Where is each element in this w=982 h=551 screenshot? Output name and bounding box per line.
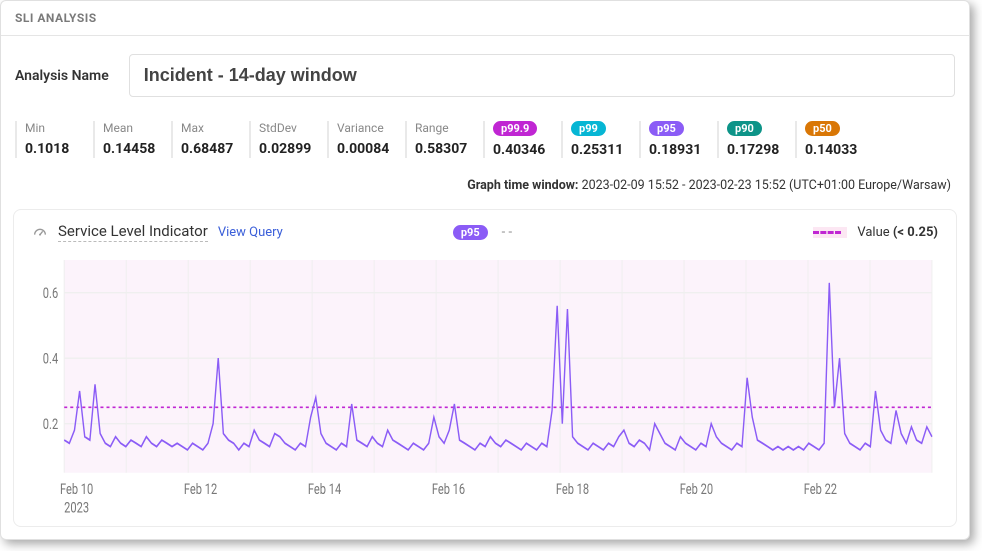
stat-label: Range (415, 121, 469, 135)
stat-value: 0.68487 (181, 141, 235, 157)
sli-chart: 0.2 0.4 0.6 Feb 102023 Feb 12 Feb 14 Feb 16 Feb… (32, 252, 938, 518)
stat-value: 0.17298 (727, 142, 781, 158)
stat-p95: p95 0.18931 (639, 121, 717, 158)
stat-pill-p95: p95 (649, 121, 684, 136)
legend-label: Value (857, 225, 889, 240)
analysis-name-row: Analysis Name (1, 36, 969, 107)
stat-value: 0.58307 (415, 141, 469, 157)
svg-text:Feb 18: Feb 18 (556, 482, 589, 499)
chart-title: Service Level Indicator (58, 222, 208, 242)
time-window-label: Graph time window: (467, 178, 578, 193)
time-window-value: 2023-02-09 15:52 - 2023-02-23 15:52 (UTC… (582, 178, 951, 193)
stat-stddev: StdDev 0.02899 (249, 121, 327, 158)
stat-label: p50 (805, 121, 859, 136)
stat-min: Min 0.1018 (15, 121, 93, 158)
chart-area: 0.2 0.4 0.6 Feb 102023 Feb 12 Feb 14 Feb 16 Feb… (32, 252, 938, 518)
stat-label: StdDev (259, 121, 313, 135)
stat-max: Max 0.68487 (171, 121, 249, 158)
stat-value: 0.18931 (649, 142, 703, 158)
stat-p50: p50 0.14033 (795, 121, 873, 158)
stat-pill-p99.9: p99.9 (493, 121, 537, 136)
stat-pill-p90: p90 (727, 121, 762, 136)
svg-text:Feb 10: Feb 10 (60, 482, 93, 499)
stat-value: 0.40346 (493, 142, 547, 158)
stat-p99: p99 0.25311 (561, 121, 639, 158)
svg-text:0.4: 0.4 (43, 351, 58, 368)
stat-mean: Mean 0.14458 (93, 121, 171, 158)
stat-pill-p50: p50 (805, 121, 840, 136)
svg-text:0.6: 0.6 (43, 286, 58, 303)
stat-value: 0.1018 (25, 141, 79, 157)
analysis-name-input[interactable] (129, 54, 955, 97)
svg-text:Feb 16: Feb 16 (432, 482, 465, 499)
stats-row: Min 0.1018 Mean 0.14458 Max 0.68487 StdDev 0.02… (1, 107, 969, 164)
stat-label: p90 (727, 121, 781, 136)
stat-label: p99 (571, 121, 625, 136)
chart-card: Service Level Indicator View Query p95 -… (13, 209, 957, 527)
chart-value-placeholder: - - (502, 225, 512, 240)
svg-text:0.2: 0.2 (43, 417, 58, 434)
svg-text:Feb 22: Feb 22 (804, 482, 837, 499)
stat-value: 0.25311 (571, 142, 625, 158)
stat-label: Min (25, 121, 79, 135)
legend-text: Value (< 0.25) (857, 225, 938, 240)
stat-value: 0.00084 (337, 141, 391, 157)
stat-label: p99.9 (493, 121, 547, 136)
stat-label: Mean (103, 121, 157, 135)
sli-analysis-panel: SLI ANALYSIS Analysis Name Min 0.1018 Mean… (0, 0, 970, 540)
svg-text:2023: 2023 (64, 500, 89, 517)
stat-p90: p90 0.17298 (717, 121, 795, 158)
svg-text:Feb 20: Feb 20 (680, 482, 713, 499)
analysis-name-label: Analysis Name (15, 68, 109, 84)
stat-label: p95 (649, 121, 703, 136)
legend-condition: (< 0.25) (893, 225, 938, 240)
gauge-icon (32, 224, 48, 240)
chart-header: Service Level Indicator View Query p95 -… (32, 222, 938, 242)
stat-range: Range 0.58307 (405, 121, 483, 158)
panel-title: SLI ANALYSIS (1, 1, 969, 36)
stat-pill-p99: p99 (571, 121, 606, 136)
stat-variance: Variance 0.00084 (327, 121, 405, 158)
stat-value: 0.14458 (103, 141, 157, 157)
time-window: Graph time window: 2023-02-09 15:52 - 20… (1, 164, 969, 203)
view-query-link[interactable]: View Query (218, 225, 283, 240)
legend-threshold-swatch (813, 227, 847, 238)
chart-percentile-badge: p95 (453, 225, 488, 240)
stat-p99-9: p99.9 0.40346 (483, 121, 561, 158)
stat-value: 0.02899 (259, 141, 313, 157)
stat-label: Max (181, 121, 235, 135)
stat-label: Variance (337, 121, 391, 135)
svg-text:Feb 12: Feb 12 (184, 482, 217, 499)
stat-value: 0.14033 (805, 142, 859, 158)
svg-text:Feb 14: Feb 14 (308, 482, 341, 499)
